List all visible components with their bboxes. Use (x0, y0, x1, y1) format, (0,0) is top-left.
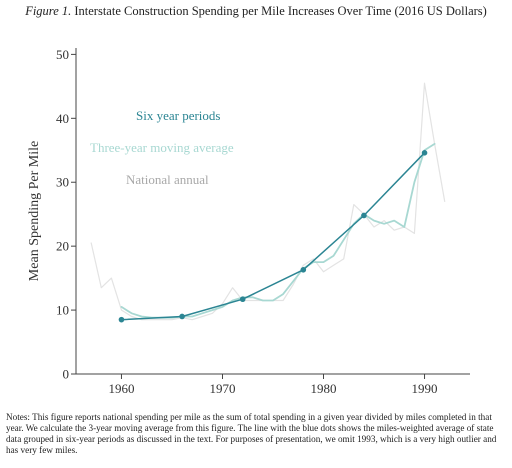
figure-label: Figure 1. (25, 4, 72, 18)
y-tick-label: 40 (56, 111, 69, 126)
figure-title: Figure 1. Interstate Construction Spendi… (0, 4, 512, 19)
legend-label-annual: National annual (126, 172, 209, 187)
y-tick-label: 30 (56, 175, 69, 190)
series-line-six_year (120, 152, 426, 321)
figure-title-text: Interstate Construction Spending per Mil… (74, 4, 487, 18)
y-tick-label: 50 (56, 47, 69, 62)
y-tick-label: 0 (63, 367, 70, 382)
chart: 0 10 20 30 40 50 1960 1970 1980 1990 Mean Spending… (27, 47, 470, 396)
legend-label-six_year: Six year periods (136, 108, 220, 123)
x-tick-label: 1960 (108, 381, 134, 396)
y-tick-label: 10 (56, 303, 69, 318)
y-axis-label: Mean Spending Per Mile (27, 141, 42, 281)
series-point-six_year (300, 267, 307, 273)
series-line-moving_avg (120, 143, 436, 319)
series-point-six_year (179, 313, 185, 320)
figure-notes: Notes: This figure reports national spen… (6, 412, 497, 455)
series-point-six_year (361, 212, 367, 219)
x-tick-label: 1980 (311, 381, 337, 396)
y-tick-label: 20 (56, 239, 69, 254)
x-tick-label: 1970 (209, 381, 235, 396)
legend-label-moving_avg: Three-year moving average (90, 140, 234, 155)
series-point-six_year (239, 296, 246, 303)
series-point-six_year (421, 150, 428, 156)
series-point-six_year (118, 316, 125, 323)
x-tick-label: 1990 (412, 381, 438, 396)
